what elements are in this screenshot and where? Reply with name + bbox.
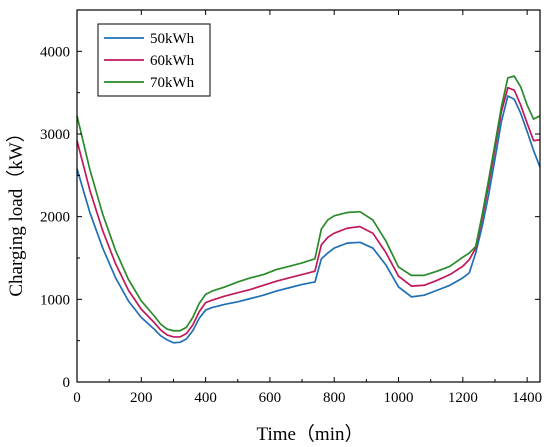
axes-layer: 0 200 400 600 800 1000 1200 1400 0 1000 2000 3000 40… xyxy=(40,9,542,406)
y-tick-label: 3000 xyxy=(40,127,70,143)
x-tick-label: 1400 xyxy=(512,390,542,406)
y-tick-label: 4000 xyxy=(40,44,70,60)
y-tick-label: 1000 xyxy=(40,292,70,308)
legend: 50kWh 60kWh 70kWh xyxy=(97,23,211,97)
x-tick-label: 200 xyxy=(130,390,153,406)
x-tick-label: 800 xyxy=(323,390,346,406)
legend-label-70kWh: 70kWh xyxy=(150,75,195,91)
x-tick-label: 1000 xyxy=(384,390,414,406)
series-line-60kWh xyxy=(76,86,541,338)
plot-frame xyxy=(76,9,541,383)
y-tick-label: 0 xyxy=(63,375,71,391)
y-axis-title: Charging load（kW） xyxy=(5,123,27,296)
series-layer xyxy=(76,75,541,344)
y-tick-label: 2000 xyxy=(40,210,70,226)
x-tick-label: 600 xyxy=(259,390,282,406)
legend-label-50kWh: 50kWh xyxy=(150,31,195,47)
series-line-70kWh xyxy=(76,75,541,332)
x-axis-title: Time（min） xyxy=(257,423,364,445)
x-tick-label: 0 xyxy=(73,390,81,406)
series-line-50kWh xyxy=(76,95,541,344)
x-tick-label: 1200 xyxy=(448,390,478,406)
legend-label-60kWh: 60kWh xyxy=(150,53,195,69)
x-tick-label: 400 xyxy=(194,390,217,406)
